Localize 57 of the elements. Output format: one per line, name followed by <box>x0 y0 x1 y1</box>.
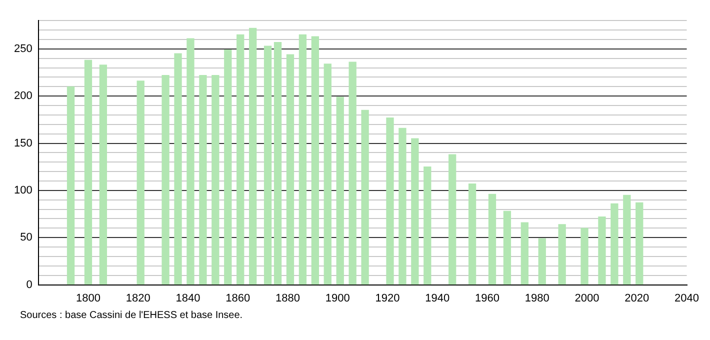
bar <box>361 110 369 285</box>
y-tick-label: 0 <box>26 278 32 291</box>
bar <box>598 216 606 285</box>
bar <box>236 34 244 285</box>
bar <box>174 53 182 285</box>
bar <box>610 203 618 285</box>
bar <box>448 154 456 285</box>
bar <box>224 50 232 285</box>
bar <box>162 74 170 285</box>
x-tick-label: 1920 <box>375 292 400 304</box>
bar <box>336 96 344 285</box>
bar <box>99 64 108 285</box>
bar <box>249 28 257 285</box>
bar <box>212 74 220 285</box>
x-tick-label: 1980 <box>524 292 550 304</box>
x-tick-label: 1800 <box>76 292 100 304</box>
bar <box>623 194 631 285</box>
bar <box>488 194 496 285</box>
y-tick-label: 100 <box>14 184 32 196</box>
y-tick-label: 250 <box>14 42 32 55</box>
x-tick-label: 1840 <box>176 292 200 304</box>
bar <box>424 166 432 285</box>
bar <box>298 34 307 285</box>
bar <box>468 184 476 285</box>
y-tick-label: 150 <box>14 137 32 150</box>
y-tick-label: 200 <box>14 90 32 102</box>
bar <box>66 86 75 285</box>
bar <box>503 210 512 285</box>
bar <box>636 202 644 285</box>
x-tick-label: 2020 <box>624 292 650 304</box>
x-tick-label: 1860 <box>226 292 250 304</box>
bar <box>84 60 92 285</box>
bar <box>538 238 546 285</box>
x-tick-label: 1940 <box>425 292 450 304</box>
x-tick-label: 1900 <box>325 292 350 304</box>
x-tick-label: 1880 <box>276 292 300 304</box>
bar <box>411 138 419 285</box>
bar <box>398 128 406 285</box>
bar <box>186 38 194 285</box>
bar <box>324 64 332 285</box>
bar <box>580 228 588 285</box>
y-tick-label: 50 <box>20 232 32 244</box>
bar <box>286 54 294 285</box>
bar <box>311 36 320 285</box>
bar <box>136 80 144 285</box>
bar <box>558 224 566 285</box>
bar <box>274 42 282 285</box>
x-tick-label: 2000 <box>574 292 600 304</box>
bar <box>199 74 207 285</box>
x-tick-label: 1960 <box>475 292 500 304</box>
bar <box>386 117 394 285</box>
x-tick-label: 2040 <box>674 292 700 304</box>
x-tick-label: 1820 <box>126 292 150 304</box>
source-note: Sources : base Cassini de l'EHESS et base Insee. <box>20 310 244 321</box>
bar <box>264 46 272 285</box>
bar <box>348 62 356 285</box>
bar <box>520 222 528 285</box>
